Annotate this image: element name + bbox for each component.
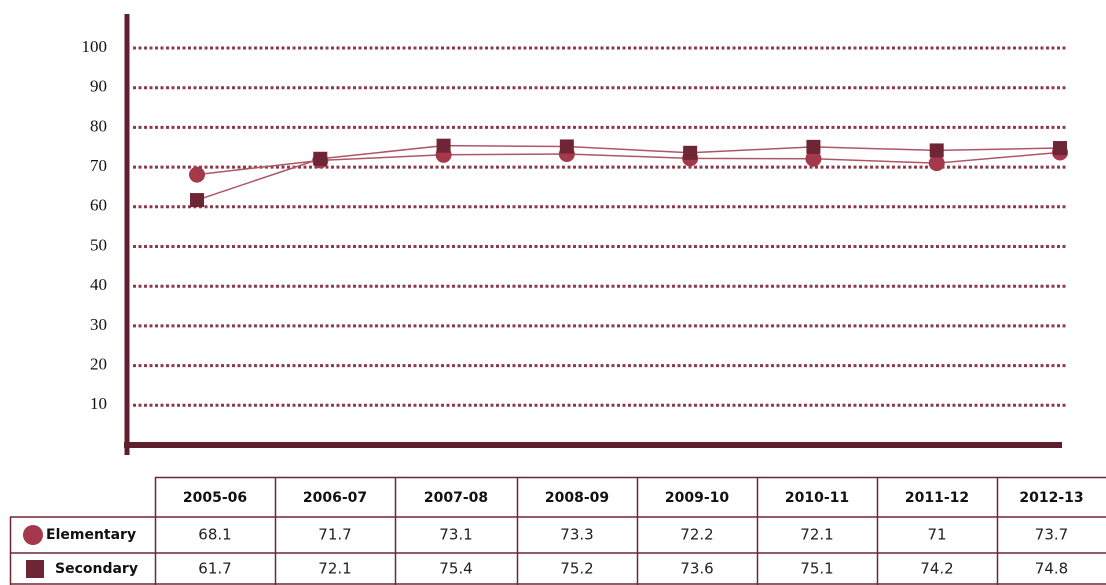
y-tick-label: 50 <box>90 235 107 254</box>
marker <box>928 155 945 172</box>
table-header: 2009-10 <box>665 490 730 506</box>
table-header: 2007-08 <box>424 490 488 506</box>
legend-marker <box>23 525 43 545</box>
marker <box>313 151 328 166</box>
table-cell: 73.7 <box>1035 526 1068 544</box>
y-tick-label: 80 <box>90 116 107 135</box>
marker <box>805 150 822 167</box>
y-tick-label: 90 <box>90 77 107 96</box>
marker <box>189 166 205 183</box>
marker <box>190 193 204 208</box>
marker <box>1053 141 1067 156</box>
table-cell: 71 <box>927 526 946 544</box>
legend-label: Secondary <box>55 561 138 577</box>
table-cell: 68.1 <box>198 526 231 544</box>
table-header: 2011-12 <box>905 490 969 506</box>
y-tick-label: 10 <box>90 394 107 413</box>
marker <box>559 139 574 154</box>
table-cell: 61.7 <box>198 560 231 578</box>
y-tick-label: 70 <box>90 156 107 175</box>
y-tick-label: 100 <box>82 37 108 56</box>
legend-label: Elementary <box>46 527 136 543</box>
y-tick-label: 40 <box>90 275 107 294</box>
y-tick-label: 30 <box>90 315 107 334</box>
table-cell: 72.2 <box>680 526 713 544</box>
legend-marker <box>26 560 44 578</box>
table-cell: 73.3 <box>560 526 593 544</box>
marker <box>436 138 451 153</box>
marker <box>683 145 698 160</box>
table-cell: 74.8 <box>1035 560 1068 578</box>
table-cell: 74.2 <box>920 560 953 578</box>
y-tick-label: 20 <box>90 355 107 374</box>
table-cell: 75.1 <box>800 560 833 578</box>
table-header: 2006-07 <box>303 490 367 506</box>
marker <box>929 143 944 158</box>
table-cell: 72.1 <box>318 560 351 578</box>
table-cell: 71.7 <box>318 526 351 544</box>
y-tick-label: 60 <box>90 196 107 215</box>
table-cell: 72.1 <box>800 526 833 544</box>
table-cell: 75.2 <box>560 560 593 578</box>
table-header: 2010-11 <box>785 490 849 506</box>
table-cell: 73.1 <box>439 526 472 544</box>
table-cell: 75.4 <box>439 560 472 578</box>
marker <box>806 139 821 154</box>
table-header: 2008-09 <box>545 490 609 506</box>
series-line <box>196 151 1061 176</box>
series-line <box>196 144 1061 201</box>
table-cell: 73.6 <box>680 560 713 578</box>
table-header: 2012-13 <box>1019 490 1083 506</box>
table-header: 2005-06 <box>183 490 247 506</box>
